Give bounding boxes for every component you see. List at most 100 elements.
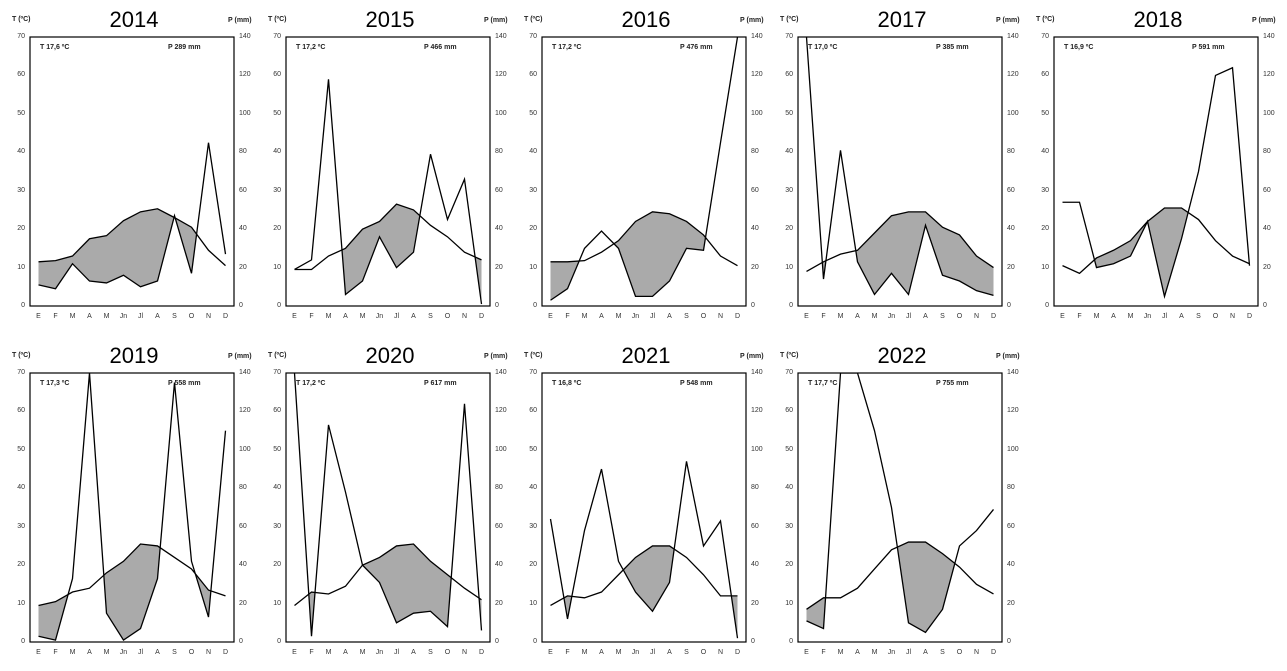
dry-season-area [855,211,994,296]
temperature-axis-label: T (ºC) [780,16,799,23]
month-tick-label: S [684,649,689,656]
month-tick-label: A [343,649,348,656]
month-tick-label: E [36,649,41,656]
precipitation-tick-label: 80 [239,148,247,156]
month-tick-label: Jn [887,649,896,656]
precipitation-axis-label: P (mm) [228,353,252,360]
temperature-tick-label: 30 [17,186,25,194]
plot-frame [29,372,235,643]
month-tick-label: M [581,313,588,320]
climate-chart-2018: 2018 T (ºC) P (mm) T 16,9 ºC P 591 mm 0 10 20 30… [1028,4,1280,329]
temperature-annotation: T 16,8 ºC [552,380,582,387]
precipitation-tick-label: 0 [751,638,755,645]
plot-frame [541,372,747,643]
temperature-annotation: T 16,9 ºC [1064,44,1094,51]
dry-season-area [362,544,452,627]
month-tick-label: F [821,313,826,320]
temperature-axis-label: T (ºC) [1036,16,1055,23]
precipitation-tick-label: 60 [495,522,503,530]
precipitation-axis-label: P (mm) [484,353,508,360]
month-tick-label: M [103,649,110,656]
precipitation-annotation: P 466 mm [424,44,457,51]
precipitation-tick-label: 100 [751,445,763,453]
precipitation-tick-label: 40 [1007,225,1015,233]
dry-season-area [623,545,675,612]
precipitation-tick-label: 120 [495,407,507,415]
precipitation-tick-label: 40 [1263,225,1271,233]
temperature-tick-label: 0 [21,302,25,309]
dry-season-area [308,592,315,637]
temperature-line [550,211,738,267]
chart-svg [1053,36,1259,307]
temperature-tick-label: 20 [785,225,793,233]
month-tick-label: S [940,313,945,320]
precipitation-tick-label: 100 [1007,445,1019,453]
month-tick-label: A [155,649,160,656]
month-tick-label: O [956,649,963,656]
precipitation-tick-label: 80 [1007,148,1015,156]
month-tick-label: Jl [905,313,912,320]
month-tick-label: M [1093,313,1100,320]
temperature-tick-label: 60 [529,71,537,79]
month-tick-label: S [1196,313,1201,320]
dry-season-area [342,204,420,295]
month-tick-label: F [53,649,58,656]
month-tick-label: F [1077,313,1082,320]
temperature-tick-label: 70 [17,33,25,40]
chart-svg [285,36,491,307]
precipitation-tick-label: 60 [239,186,247,194]
month-tick-label: M [69,313,76,320]
dry-season-area [103,544,161,641]
month-tick-label: D [734,313,741,320]
precipitation-tick-label: 20 [1007,599,1015,607]
precipitation-tick-label: 100 [751,109,763,117]
plot-frame [541,36,747,307]
month-tick-label: Jn [1143,313,1152,320]
month-tick-label: Jn [375,649,384,656]
chart-svg [797,36,1003,307]
climate-chart-2017: 2017 T (ºC) P (mm) T 17,0 ºC P 385 mm 0 10 20 30… [772,4,1024,329]
temperature-tick-label: 60 [529,407,537,415]
temperature-line [806,541,994,610]
temperature-axis-label: T (ºC) [268,352,287,359]
precipitation-tick-label: 0 [239,638,243,645]
precipitation-line [1062,66,1251,299]
climate-chart-2019: 2019 T (ºC) P (mm) T 17,3 ºC P 558 mm 0 10 20 30… [4,340,256,665]
month-tick-label: D [222,649,229,656]
temperature-tick-label: 0 [789,638,793,645]
month-tick-label: O [700,313,707,320]
month-tick-label: N [461,649,468,656]
chart-svg [29,372,235,643]
precipitation-annotation: P 591 mm [1192,44,1225,51]
temperature-tick-label: 20 [529,225,537,233]
temperature-tick-label: 70 [785,369,793,376]
climate-chart-2021: 2021 T (ºC) P (mm) T 16,8 ºC P 548 mm 0 10 20 30… [516,340,768,665]
temperature-line [806,211,994,272]
month-tick-label: A [343,313,348,320]
precipitation-tick-label: 40 [1007,561,1015,569]
month-tick-label: M [615,649,622,656]
chart-title: 2017 [877,7,927,32]
precipitation-line [805,37,994,297]
precipitation-tick-label: 120 [239,407,251,415]
precipitation-tick-label: 140 [1263,33,1275,40]
precipitation-annotation: P 755 mm [936,380,969,387]
temperature-tick-label: 10 [273,263,281,271]
month-tick-label: F [53,313,58,320]
precipitation-tick-label: 20 [1263,263,1271,271]
precipitation-annotation: P 385 mm [936,44,969,51]
month-tick-label: N [461,313,468,320]
dry-season-area [1094,221,1148,268]
month-tick-label: F [309,313,314,320]
month-tick-label: Jl [393,313,400,320]
precipitation-tick-label: 20 [1007,263,1015,271]
climate-chart-2014: 2014 T (ºC) P (mm) T 17,6 ºC P 289 mm 0 10 20 30… [4,4,256,329]
month-tick-label: O [956,313,963,320]
month-tick-label: E [36,313,41,320]
month-tick-label: A [411,313,416,320]
temperature-tick-label: 70 [17,369,25,376]
month-tick-label: O [444,313,451,320]
precipitation-tick-label: 100 [239,445,251,453]
temperature-tick-label: 20 [785,561,793,569]
precipitation-annotation: P 558 mm [168,380,201,387]
